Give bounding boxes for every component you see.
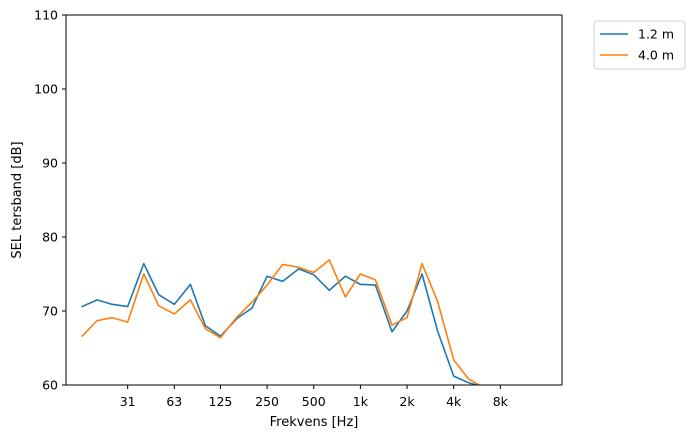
y-tick-label: 70 (42, 304, 58, 319)
y-axis: 60 70 80 90 100 110 (34, 8, 66, 393)
legend: 1.2 m 4.0 m (593, 20, 686, 70)
x-axis: 31 63 125 250 500 1k 2k 4k 8k (120, 385, 509, 409)
legend-box (593, 20, 686, 70)
x-tick-label: 63 (166, 394, 182, 409)
legend-label: 4.0 m (638, 48, 674, 63)
x-tick-label: 2k (399, 394, 415, 409)
plot-content (81, 259, 481, 385)
y-tick-label: 100 (34, 82, 58, 97)
y-tick-label: 110 (34, 8, 58, 23)
x-tick-label: 1k (353, 394, 369, 409)
x-tick-label: 4k (446, 394, 462, 409)
legend-label: 1.2 m (638, 27, 674, 42)
x-tick-label: 125 (209, 394, 233, 409)
y-axis-title: SEL tersband [dB] (10, 141, 25, 258)
series-line-1 (81, 262, 480, 385)
y-tick-label: 90 (42, 156, 58, 171)
y-tick-label: 60 (42, 378, 58, 393)
x-tick-label: 31 (120, 394, 136, 409)
series-line-2 (81, 259, 481, 385)
x-tick-label: 500 (302, 394, 326, 409)
y-tick-label: 80 (42, 230, 58, 245)
x-tick-label: 250 (255, 394, 279, 409)
x-tick-label: 8k (493, 394, 509, 409)
x-axis-title: Frekvens [Hz] (270, 415, 359, 430)
